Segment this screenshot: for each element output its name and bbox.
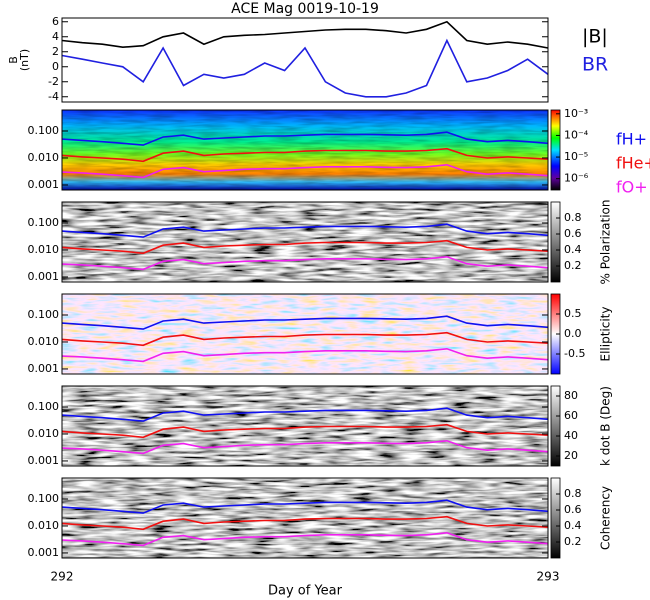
spectrogram-texture [62,386,548,466]
series-line [61,423,549,439]
colorbar-tick-label: 10⁻⁵ [564,150,588,163]
plot-frame [61,385,549,467]
series-line [61,163,549,179]
series-line [61,347,549,363]
series-line [61,239,549,255]
colorbar-tick-label: 80 [564,389,578,402]
y-tick-label: 0.100 [28,400,60,413]
x-axis-label: Day of Year [268,584,343,599]
y-tick-label: 0.001 [28,454,60,467]
colorbar-tick-label: 10⁻³ [564,107,588,120]
colorbar-tick-label: 0.6 [564,503,582,516]
y-tick-label: 0.010 [28,151,60,164]
colorbar-label: % Polarization [599,200,613,285]
plot-frame [61,109,549,191]
plot-frame [61,477,549,559]
y-tick-label: 4 [52,30,59,43]
colorbar-tick-label: 0.5 [564,307,582,320]
colorbar [550,201,561,283]
legend-entry: BR [582,54,608,76]
series-line [61,255,549,271]
series-line [61,131,549,146]
colorbar-tick-label: 0.2 [564,259,582,272]
plot-frame [61,201,549,283]
colorbar-tick-label: 10⁻⁴ [564,128,589,141]
colorbar-tick-label: 0.4 [564,519,582,532]
y-tick-label: 0.010 [28,519,60,532]
colorbar-tick-label: 0.6 [564,227,582,240]
legend-entry: fH+ [616,130,647,149]
series-line [61,20,549,49]
legend-entry: |B| [582,26,608,48]
series-line [61,147,549,163]
y-tick-label: 6 [52,15,59,28]
y-tick-label: 0.010 [28,335,60,348]
series-line [61,223,549,238]
colorbar-tick-label: 60 [564,409,578,422]
series-line [61,531,549,547]
colorbar-tick-label: 0.2 [564,535,582,548]
series-line [61,315,549,330]
y-tick-label: 0 [52,60,59,73]
colorbar-tick-label: 10⁻⁶ [564,172,589,185]
y-tick-label: 0.001 [28,270,60,283]
colorbar-tick-label: -0.5 [564,347,585,360]
plot-frame [61,293,549,375]
colorbar-tick-label: 0.8 [564,211,582,224]
colorbar-label: Ellipticity [599,307,613,362]
series-line [61,499,549,514]
colorbar-label: k dot B (Deg) [599,386,613,466]
x-tick-label: 292 [51,570,74,584]
y-tick-label: 0.100 [28,492,60,505]
series-line [61,515,549,531]
colorbar [550,109,561,191]
series-line [61,331,549,347]
y-tick-label: 0.001 [28,178,60,191]
y-tick-label: 0.100 [28,124,60,137]
spectrogram-texture [62,294,548,374]
colorbar-tick-label: 0.0 [564,327,582,340]
y-axis-label: (nT) [18,49,31,71]
legend-entry: fHe+ [616,154,650,173]
y-tick-label: 0.010 [28,427,60,440]
title: ACE Mag 0019-10-19 [231,1,379,17]
colorbar-tick-label: 0.8 [564,487,582,500]
y-tick-label: 2 [52,45,59,58]
y-tick-label: 0.100 [28,308,60,321]
colorbar [550,477,561,559]
series-line [61,439,549,455]
colorbar-tick-label: 20 [564,449,578,462]
colorbar-tick-label: 0.4 [564,243,582,256]
y-tick-label: -2 [48,75,59,88]
plot-frame [61,17,549,103]
y-tick-label: 0.010 [28,243,60,256]
y-tick-label: -4 [48,90,59,103]
spectrogram-texture [62,202,548,282]
y-axis-label: B [7,56,20,64]
colorbar-label: Coherency [599,486,613,550]
spectrogram-texture [62,110,548,190]
y-tick-label: 0.001 [28,362,60,375]
x-tick-label: 293 [537,570,560,584]
spectrogram-texture [62,478,548,558]
series-line [61,38,549,98]
colorbar [550,385,561,467]
colorbar-tick-label: 40 [564,429,578,442]
y-tick-label: 0.100 [28,216,60,229]
y-tick-label: 0.001 [28,546,60,559]
legend-entry: fO+ [616,178,648,197]
series-line [61,407,549,422]
